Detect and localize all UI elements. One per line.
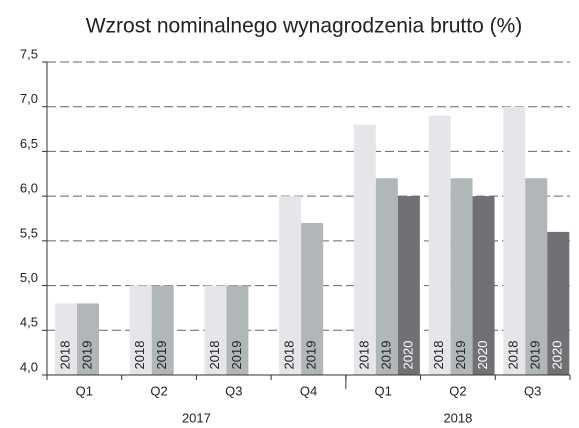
x-tick-label: Q3	[524, 383, 541, 398]
bar-series-label: 2018	[506, 341, 521, 370]
x-tick-label: Q2	[449, 383, 466, 398]
bar-series-label: 2018	[207, 341, 222, 370]
bar-series-label: 2019	[229, 341, 244, 370]
y-tick-label: 7,0	[20, 91, 38, 106]
bar	[428, 115, 451, 376]
bar	[450, 178, 473, 375]
y-tick-label: 6,5	[20, 136, 38, 151]
bar	[151, 285, 174, 375]
y-tick-label: 5,0	[20, 270, 38, 285]
bar	[301, 222, 324, 375]
bar	[353, 124, 376, 375]
bar-series-label: 2019	[453, 341, 468, 370]
bar	[279, 196, 302, 375]
bar	[547, 231, 570, 375]
bar	[77, 303, 99, 375]
bar-series-label: 2018	[132, 341, 147, 370]
bar	[129, 285, 152, 375]
bar-series-label: 2018	[57, 341, 72, 370]
bar-series-label: 2020	[550, 341, 565, 370]
y-tick-label: 4,5	[20, 315, 38, 330]
x-tick-label: Q1	[76, 383, 93, 398]
bar	[204, 285, 227, 375]
bar-series-label: 2018	[431, 341, 446, 370]
bar-series-label: 2019	[378, 341, 393, 370]
bar-series-label: 2018	[282, 341, 297, 370]
x-group-label: 2018	[443, 410, 472, 425]
bar-series-label: 2020	[475, 341, 490, 370]
bar-series-label: 2018	[356, 341, 371, 370]
x-tick-label: Q1	[375, 383, 392, 398]
x-tick-label: Q3	[225, 383, 242, 398]
y-tick-label: 7,5	[20, 46, 38, 61]
x-tick-label: Q2	[150, 383, 167, 398]
x-tick-label: Q4	[300, 383, 317, 398]
y-tick-label: 5,5	[20, 225, 38, 240]
bar	[226, 285, 249, 375]
bar	[503, 106, 526, 375]
bar	[525, 178, 548, 375]
bar-series-label: 2019	[79, 341, 94, 370]
bar-series-label: 2019	[154, 341, 169, 370]
bar	[375, 178, 398, 375]
bar	[55, 303, 77, 375]
y-tick-label: 6,0	[20, 181, 38, 196]
x-group-label: 2017	[182, 410, 211, 425]
bar	[397, 196, 420, 375]
y-tick-label: 4,0	[20, 359, 38, 374]
bar	[472, 196, 495, 375]
chart-title: Wzrost nominalnego wynagrodzenia brutto …	[86, 15, 523, 38]
bar-series-label: 2019	[304, 341, 319, 370]
bar-series-label: 2019	[528, 341, 543, 370]
bar-series-label: 2020	[400, 341, 415, 370]
